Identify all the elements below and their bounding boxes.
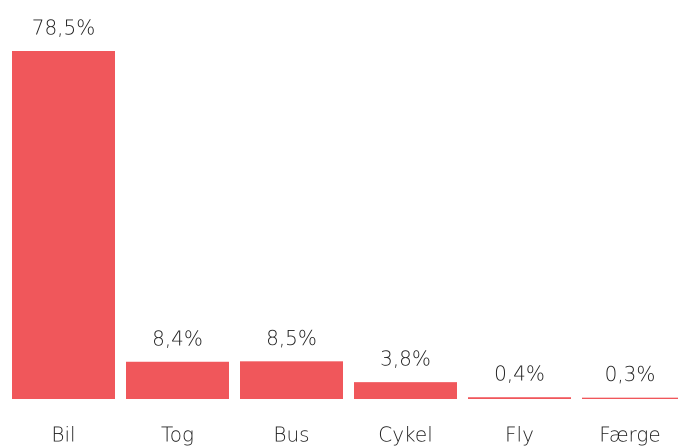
x-tick-label: Cykel xyxy=(378,423,433,447)
x-tick-label: Færge xyxy=(599,423,660,447)
bar xyxy=(582,397,678,399)
bar xyxy=(468,397,571,399)
bar xyxy=(12,51,115,399)
x-tick-label: Bus xyxy=(273,423,309,447)
bar xyxy=(126,361,229,399)
value-label: 8,5% xyxy=(266,326,317,350)
value-label: 0,3% xyxy=(605,362,656,386)
bar xyxy=(240,361,343,399)
x-tick-label: Fly xyxy=(505,423,534,447)
value-label: 78,5% xyxy=(32,16,96,40)
x-tick-label: Tog xyxy=(161,423,194,447)
x-tick-label: Bil xyxy=(51,423,75,447)
value-label: 0,4% xyxy=(494,362,545,386)
value-label: 3,8% xyxy=(380,347,431,371)
bar xyxy=(354,382,457,399)
value-label: 8,4% xyxy=(152,326,203,350)
